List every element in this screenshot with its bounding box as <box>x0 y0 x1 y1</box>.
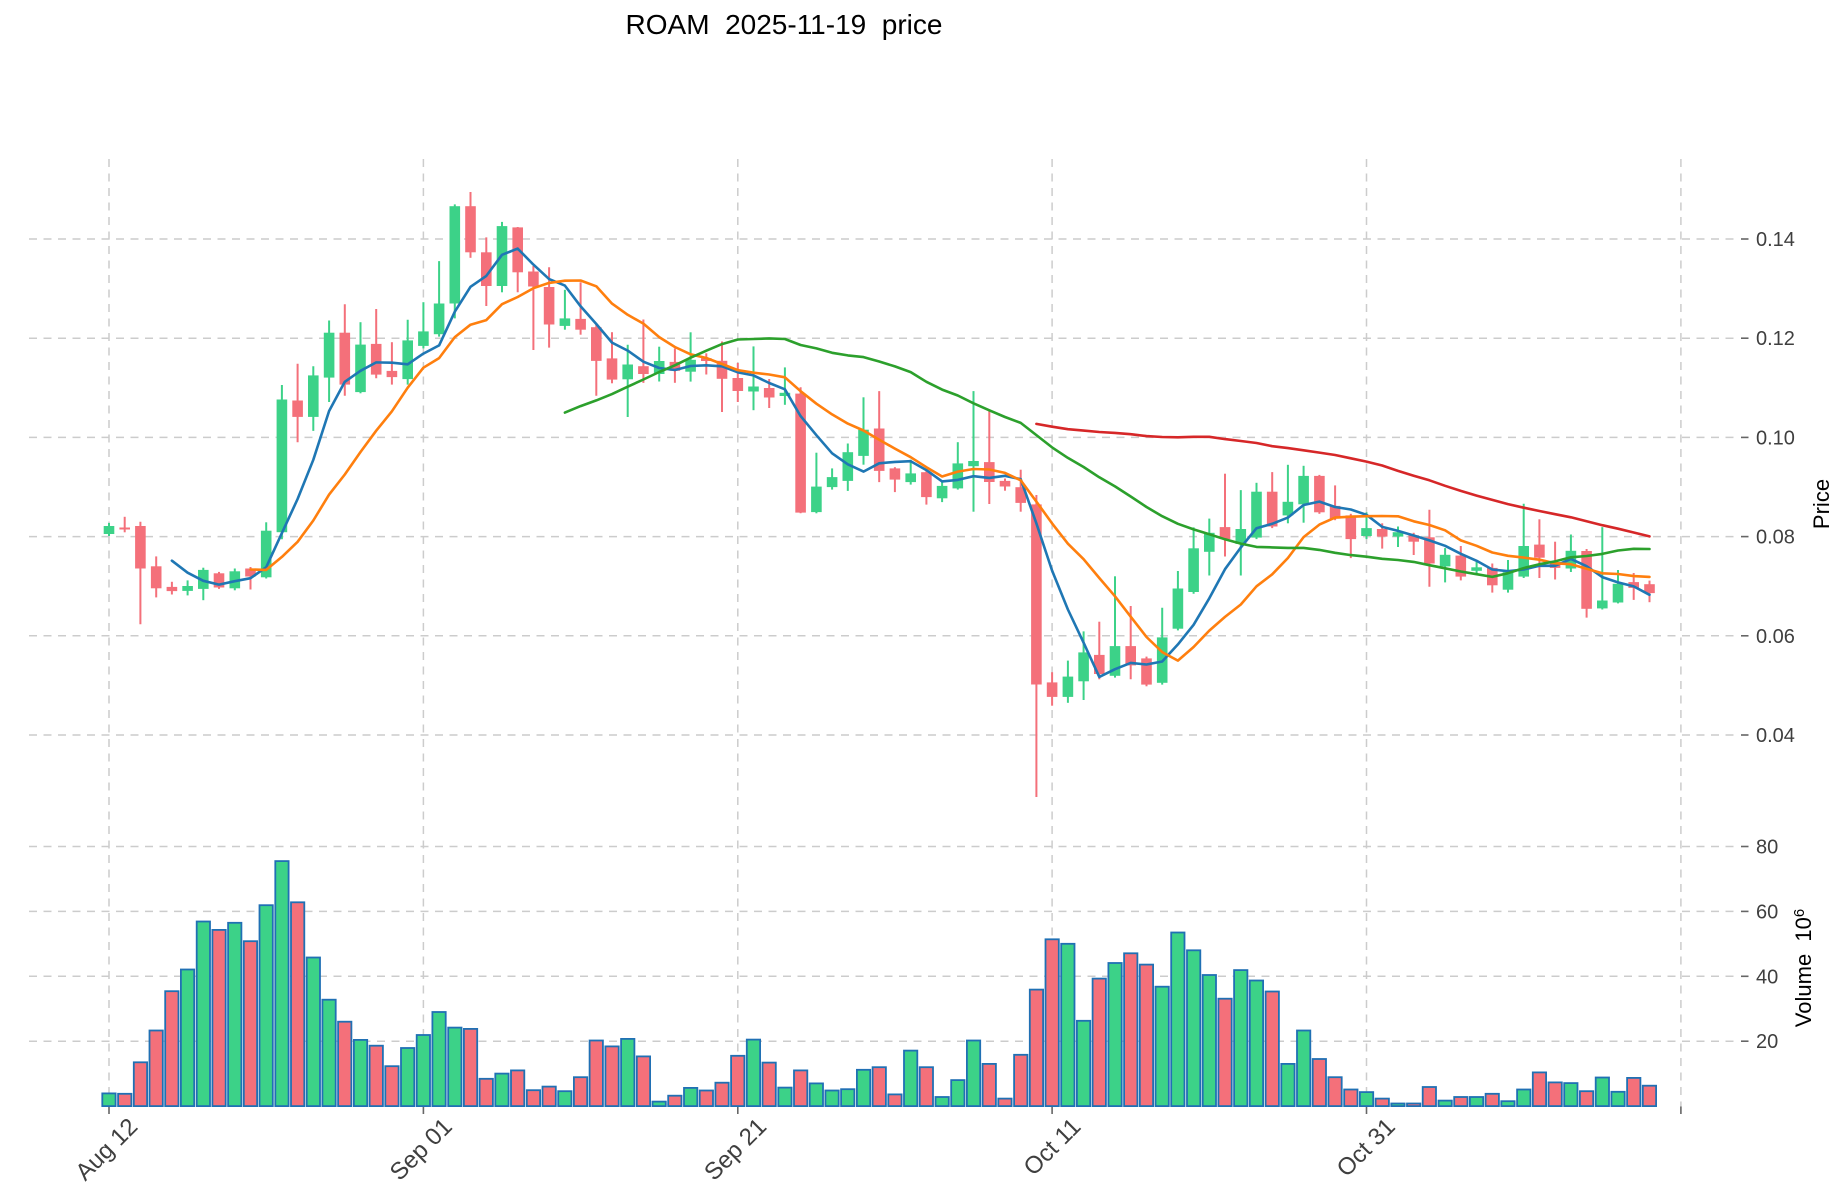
svg-text:0.06: 0.06 <box>1756 626 1795 648</box>
svg-text:0.10: 0.10 <box>1756 427 1795 449</box>
svg-text:Volume 106: Volume 106 <box>1791 909 1816 1027</box>
svg-text:Price: Price <box>1809 479 1834 529</box>
svg-text:80: 80 <box>1756 837 1778 859</box>
svg-text:0.08: 0.08 <box>1756 527 1795 549</box>
svg-text:20: 20 <box>1756 1031 1778 1053</box>
svg-text:ROAM 2025-11-19 price: ROAM 2025-11-19 price <box>626 9 943 40</box>
svg-text:60: 60 <box>1756 901 1778 923</box>
svg-text:0.12: 0.12 <box>1756 328 1795 350</box>
svg-text:40: 40 <box>1756 966 1778 988</box>
svg-text:0.14: 0.14 <box>1756 229 1795 251</box>
svg-text:0.04: 0.04 <box>1756 725 1795 747</box>
